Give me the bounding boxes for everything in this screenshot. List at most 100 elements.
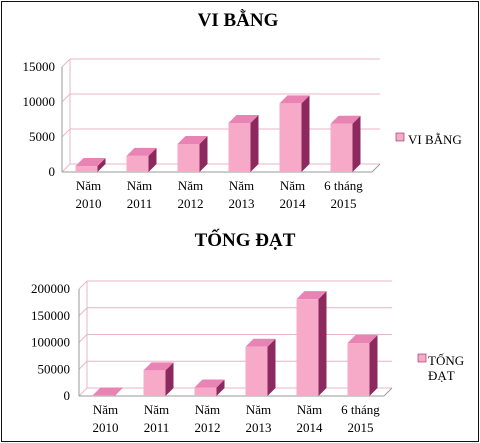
chart1-x-tick-label: 2011	[127, 196, 153, 211]
chart1-bar-top	[75, 158, 106, 167]
chart1-y-tick-label: 0	[49, 164, 56, 179]
chart2-legend-label: TỐNG	[428, 353, 464, 368]
chart1-title: VI BẰNG	[198, 9, 279, 31]
chart2-bar	[296, 291, 327, 396]
chart1-grid-side	[61, 163, 71, 173]
chart2-x-tick-label: 2014	[297, 420, 324, 435]
chart2-x-tick-label: 2013	[246, 420, 272, 435]
chart1-y-tick-label: 10000	[23, 94, 56, 109]
chart2-bar-front	[92, 395, 115, 396]
chart1-bar	[75, 158, 106, 172]
chart1-x-tick-label: 2013	[229, 196, 255, 211]
chart1-x-tick-label: Năm	[127, 178, 152, 193]
chart2-bar-top	[245, 338, 276, 347]
chart1-x-tick-label: Năm	[280, 178, 305, 193]
chart2-x-tick-label: Năm	[195, 402, 220, 417]
chart1-bar-front	[330, 123, 353, 172]
chart2-x-tick-label: 2012	[195, 420, 221, 435]
chart2-bar-top	[143, 362, 174, 371]
chart2-x-tick-label: 2011	[144, 420, 170, 435]
chart1-grid-side	[61, 58, 71, 68]
chart2-bar-side	[318, 291, 327, 396]
chart1-y-tick-label: 5000	[29, 129, 55, 144]
chart2-bar-side	[165, 362, 174, 396]
chart1-x-tick-label: 2014	[280, 196, 307, 211]
chart2-y-tick-label: 0	[64, 388, 71, 403]
chart1-bar-front	[177, 144, 200, 172]
chart2-bar-side	[267, 338, 276, 396]
chart2-bar-front	[194, 387, 217, 396]
chart2-bar	[245, 338, 276, 396]
chart2-legend-swatch	[417, 353, 427, 363]
chart1-bar-front	[75, 166, 98, 172]
chart1-bar-top	[177, 136, 208, 144]
chart1-bar-top	[279, 95, 310, 104]
chart2-bar-front	[296, 299, 319, 396]
chart1-x-tick-label: 6 tháng	[324, 178, 363, 193]
chart2-y-tick-label: 150000	[31, 308, 70, 323]
chart2-bar-top	[92, 387, 123, 396]
chart2-bar-side	[216, 379, 225, 396]
chart2-bar-front	[143, 370, 166, 396]
chart2-bar-front	[347, 343, 370, 396]
chart2-grid-side	[78, 387, 88, 397]
chart1-bar-side	[352, 115, 361, 172]
chart2-bar	[143, 362, 174, 396]
chart2-x-tick-label: Năm	[246, 402, 271, 417]
chart1-bar	[177, 136, 208, 172]
chart2-x-tick-label: Năm	[93, 402, 118, 417]
chart2-bar-top	[296, 291, 327, 300]
chart2-bar-top	[194, 379, 225, 388]
chart1-x-tick-label: 2010	[76, 196, 102, 211]
chart1-bar-side	[148, 147, 157, 172]
chart1-bar-side	[250, 115, 259, 172]
chart2-floor-edge	[383, 387, 393, 397]
chart2-x-tick-label: 2015	[348, 420, 374, 435]
chart2-y-tick-label: 100000	[31, 335, 70, 350]
chart2-bar-side	[114, 387, 123, 396]
chart1-y-tick-label: 15000	[23, 59, 56, 74]
chart1-grid-side	[61, 93, 71, 103]
chart2-grid-side	[78, 307, 88, 317]
chart2-x-tick-label: 2010	[93, 420, 119, 435]
chart1-grid-side	[61, 128, 71, 138]
chart1-x-tick-label: 2015	[331, 196, 357, 211]
chart1-bar-top	[228, 115, 259, 123]
chart2-bar-side	[369, 335, 378, 396]
chart1-x-tick-label: Năm	[178, 178, 203, 193]
chart1-bar	[228, 115, 259, 172]
chart2-bar	[92, 387, 123, 396]
chart2-bar	[347, 335, 378, 396]
chart1-bar-front	[228, 123, 251, 172]
chart2-title: TỐNG ĐẠT	[195, 229, 296, 251]
chart1-bar	[330, 115, 361, 172]
chart1-legend-swatch	[395, 132, 405, 142]
chart2-legend-label: ĐẠT	[428, 368, 455, 383]
chart2-x-tick-label: Năm	[144, 402, 169, 417]
chart2-bar-top	[347, 335, 378, 344]
chart2-bar	[194, 379, 225, 396]
chart1-bar-top	[126, 147, 157, 156]
chart2-grid-side	[78, 360, 88, 370]
chart1-bar	[126, 147, 157, 172]
chart1-legend-label: VI BẰNG	[408, 132, 462, 147]
chart1-x-tick-label: Năm	[229, 178, 254, 193]
chart2-x-tick-label: 6 tháng	[341, 402, 380, 417]
chart1-bar-side	[301, 95, 310, 172]
chart1-bar-front	[126, 155, 149, 172]
chart1-bar-side	[97, 158, 106, 172]
chart1-bar-side	[199, 136, 208, 172]
chart1-x-tick-label: Năm	[76, 178, 101, 193]
chart1-x-tick-label: 2012	[178, 196, 204, 211]
chart2-y-tick-label: 50000	[38, 361, 71, 376]
chart2-x-tick-label: Năm	[297, 402, 322, 417]
chart2-y-tick-label: 200000	[31, 281, 70, 296]
chart1-bar-front	[279, 103, 302, 172]
chart1-bar-top	[330, 115, 361, 124]
chart2-bar-front	[245, 346, 268, 396]
chart2-grid-side	[78, 334, 88, 343]
chart1-floor-edge	[371, 163, 381, 173]
chart2-grid-side	[78, 280, 88, 290]
